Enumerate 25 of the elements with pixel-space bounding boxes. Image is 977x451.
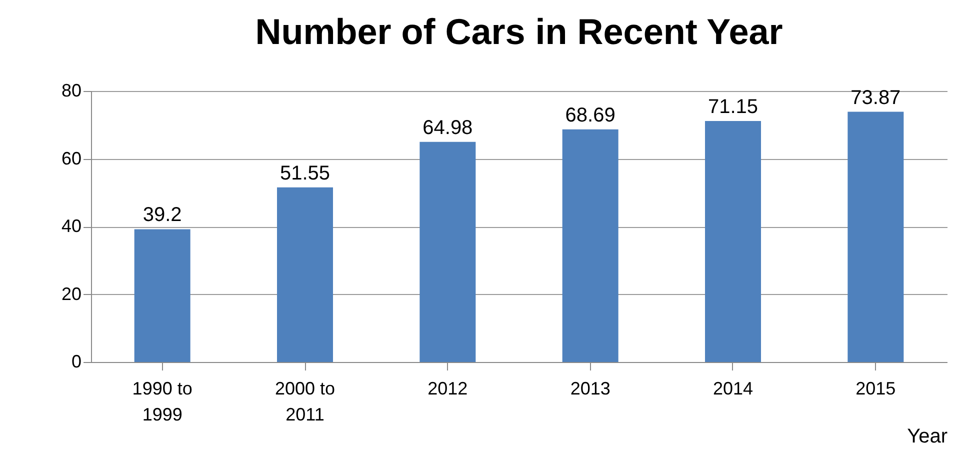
x-tick-label: 2015 <box>856 378 896 398</box>
y-tick-label: 0 <box>71 352 82 372</box>
data-label: 64.98 <box>422 116 473 139</box>
chart-title: Number of Cars in Recent Year <box>255 11 783 52</box>
bar <box>848 112 904 362</box>
x-tick-label: 2000 to 2011 <box>274 378 336 424</box>
x-tick-label: 2012 <box>428 378 468 398</box>
bar <box>277 187 333 362</box>
bar <box>562 129 618 362</box>
y-tick-label: 20 <box>61 284 82 304</box>
data-label: 51.55 <box>280 162 330 184</box>
data-label: 73.87 <box>850 86 901 109</box>
data-label: 39.2 <box>142 204 182 226</box>
y-tick-label: 40 <box>61 216 82 236</box>
bar <box>134 229 190 362</box>
y-tick-label: 80 <box>61 80 82 100</box>
x-tick-label: 2013 <box>570 378 610 398</box>
y-tick-label: 60 <box>61 148 82 168</box>
bar <box>705 120 761 362</box>
bar <box>420 142 476 362</box>
x-tick-label: 1990 to 1999 <box>132 378 192 424</box>
x-axis-title: Year <box>907 426 948 448</box>
data-label: 68.69 <box>565 104 616 126</box>
data-label: 71.15 <box>708 96 758 118</box>
x-tick-label: 2014 <box>712 378 754 398</box>
